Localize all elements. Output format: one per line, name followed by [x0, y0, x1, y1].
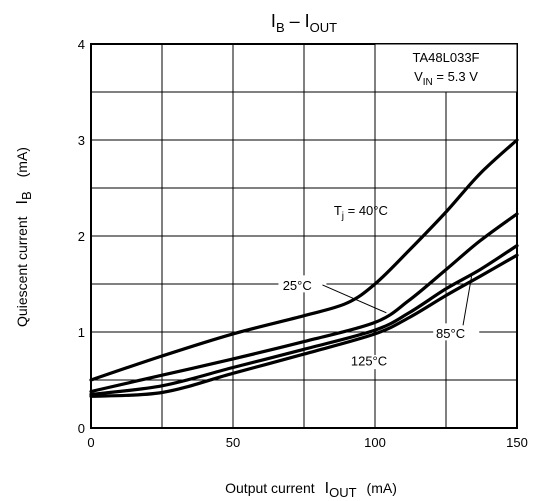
series-label-85c-background — [433, 323, 480, 341]
series-line-85c — [89, 244, 519, 396]
x-tick-label: 0 — [87, 435, 94, 450]
y-tick-label: 4 — [78, 37, 85, 52]
legend-box — [374, 43, 518, 93]
y-tick-label: 2 — [78, 229, 85, 244]
legend-device: TA48L033F — [413, 50, 480, 65]
x-tick-label: 100 — [364, 435, 386, 450]
series-label-25c-background — [278, 275, 327, 293]
grid-lines — [91, 44, 517, 428]
x-tick-label: 50 — [226, 435, 240, 450]
y-tick-label: 3 — [78, 133, 85, 148]
y-tick-label: 0 — [78, 421, 85, 436]
series-label-125c-background — [348, 352, 397, 370]
y-axis-label: Quiescent currentIB(mA) — [14, 147, 34, 327]
series-label-125c: 125°C — [351, 354, 387, 369]
legend-condition: VIN = 5.3 V — [414, 69, 478, 88]
plot-frame — [90, 43, 518, 429]
series-leader-85c — [462, 276, 473, 326]
series-label-85c: 85°C — [436, 326, 465, 341]
chart-title: IB – IOUT — [271, 11, 337, 35]
x-tick-label: 150 — [506, 435, 528, 450]
series-line-40c — [89, 138, 519, 382]
y-tick-label: 1 — [78, 325, 85, 340]
series-label-40c: Tj = 40°C — [334, 203, 388, 222]
tick-labels: 0 50 100 150 0 1 2 3 4 — [78, 37, 528, 450]
series-line-25c — [89, 212, 519, 394]
series-line-125c — [89, 253, 519, 398]
series-lines — [89, 138, 519, 398]
x-axis-label: Output current IOUT (mA) — [225, 480, 397, 500]
series-leader-25c — [322, 284, 387, 314]
series-label-25c: 25°C — [283, 278, 312, 293]
